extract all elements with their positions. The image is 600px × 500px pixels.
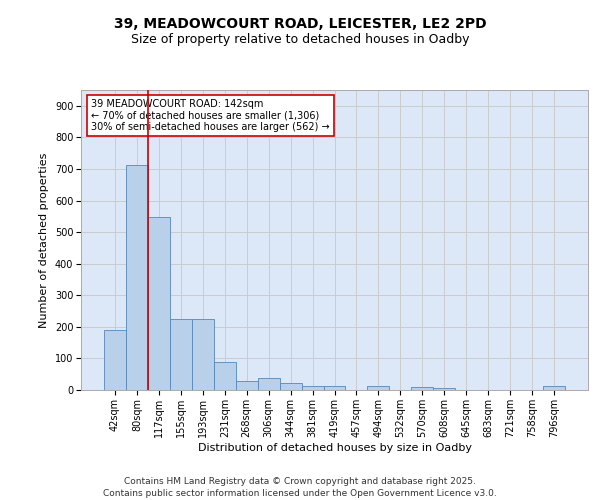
Text: Size of property relative to detached houses in Oadby: Size of property relative to detached ho…	[131, 32, 469, 46]
X-axis label: Distribution of detached houses by size in Oadby: Distribution of detached houses by size …	[197, 442, 472, 452]
Bar	[433, 388, 455, 390]
Bar	[214, 362, 236, 390]
Text: 39 MEADOWCOURT ROAD: 142sqm
← 70% of detached houses are smaller (1,306)
30% of : 39 MEADOWCOURT ROAD: 142sqm ← 70% of det…	[91, 99, 330, 132]
Bar	[367, 386, 389, 390]
Bar	[257, 378, 280, 390]
Text: 39, MEADOWCOURT ROAD, LEICESTER, LE2 2PD: 39, MEADOWCOURT ROAD, LEICESTER, LE2 2PD	[113, 18, 487, 32]
Bar	[302, 386, 323, 390]
Bar	[104, 330, 126, 390]
Bar	[148, 218, 170, 390]
Bar	[280, 383, 302, 390]
Bar	[543, 386, 565, 390]
Bar	[236, 382, 257, 390]
Text: Contains HM Land Registry data © Crown copyright and database right 2025.
Contai: Contains HM Land Registry data © Crown c…	[103, 476, 497, 498]
Bar	[170, 319, 192, 390]
Y-axis label: Number of detached properties: Number of detached properties	[40, 152, 49, 328]
Bar	[323, 386, 346, 390]
Bar	[192, 319, 214, 390]
Bar	[126, 165, 148, 390]
Bar	[412, 387, 433, 390]
